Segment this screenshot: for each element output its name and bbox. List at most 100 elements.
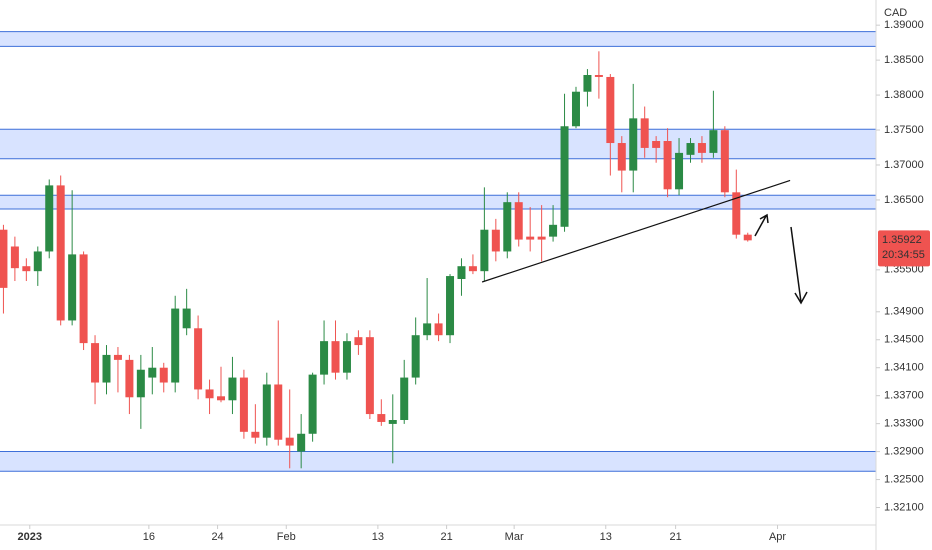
candle-body	[526, 236, 535, 240]
candle-body	[194, 328, 203, 390]
candle-body	[686, 143, 695, 155]
x-tick-label: 24	[211, 531, 223, 543]
candle-body	[320, 341, 329, 375]
y-tick-label: 1.34100	[884, 362, 924, 374]
x-tick-label: Apr	[769, 531, 786, 543]
zone	[0, 129, 876, 159]
candle-body	[297, 433, 306, 452]
y-tick-label: 1.38500	[884, 54, 924, 66]
x-tick-label: Feb	[277, 531, 296, 543]
y-tick-label: 1.35500	[884, 264, 924, 276]
candle-body	[640, 118, 649, 148]
candle-body	[79, 254, 88, 344]
y-tick-label: 1.39000	[884, 19, 924, 31]
y-tick-label: 1.37000	[884, 159, 924, 171]
candle-body	[342, 341, 351, 373]
candle-body	[331, 341, 340, 373]
currency: CAD	[884, 7, 907, 19]
candle-body	[217, 396, 226, 401]
candle-body	[743, 234, 752, 241]
candle-body	[720, 130, 729, 193]
candle-body	[709, 130, 718, 153]
candle-body	[423, 323, 432, 336]
candle-body	[594, 75, 603, 77]
candle-body	[239, 377, 248, 432]
zone	[0, 195, 876, 210]
candle-body	[457, 266, 466, 279]
candle-body	[503, 202, 512, 252]
candle-body	[377, 414, 386, 422]
plot-area	[0, 31, 876, 472]
candle-body	[560, 126, 569, 227]
last-price: 1.35922	[882, 234, 922, 246]
candle-body	[45, 185, 54, 252]
y-tick-label: 1.34900	[884, 306, 924, 318]
y-tick-label: 1.38000	[884, 89, 924, 101]
x-tick-label: 13	[600, 531, 612, 543]
y-tick-label: 1.32100	[884, 501, 924, 513]
y-tick-label: 1.33300	[884, 418, 924, 430]
candle-body	[91, 343, 100, 383]
x-tick-label: Mar	[505, 531, 524, 543]
candle-body	[0, 229, 8, 288]
candle-body	[33, 251, 42, 272]
zone	[0, 31, 876, 47]
candle-body	[732, 192, 741, 235]
candle-body	[251, 431, 260, 438]
candle-body	[514, 202, 523, 240]
y-tick-label: 1.32500	[884, 473, 924, 485]
y-tick-label: 1.37500	[884, 124, 924, 136]
y-tick-label: 1.32900	[884, 446, 924, 458]
x-tick-label: 2023	[18, 531, 42, 543]
zone	[0, 451, 876, 472]
candle-body	[663, 141, 672, 190]
x-tick-label: 16	[143, 531, 155, 543]
candle-body	[182, 308, 191, 329]
candle-body	[308, 374, 317, 434]
candle-body	[113, 354, 122, 360]
x-tick-label: 21	[669, 531, 681, 543]
candle-body	[629, 118, 638, 171]
candle-body	[617, 143, 626, 171]
candle-body	[434, 323, 443, 336]
candle-body	[652, 141, 661, 148]
price-label-box	[878, 230, 930, 267]
candle-body	[675, 152, 684, 190]
x-tick-label: 13	[372, 531, 384, 543]
arrow-down	[790, 226, 808, 305]
candle-body	[537, 236, 546, 240]
arrow-up	[754, 213, 769, 237]
candle-body	[468, 266, 477, 272]
candle-body	[365, 337, 374, 415]
candle-body	[205, 389, 214, 399]
y-tick-label: 1.33700	[884, 390, 924, 402]
candle-body	[136, 369, 145, 398]
candle-body	[400, 377, 409, 420]
candle-body	[10, 246, 19, 269]
candle-body	[446, 276, 455, 336]
y-tick-label: 1.36500	[884, 194, 924, 206]
candle-body	[159, 367, 168, 383]
candle-body	[549, 224, 558, 237]
x-tick-label: 21	[440, 531, 452, 543]
candle-body	[228, 377, 237, 401]
candle-body	[171, 308, 180, 383]
trendline	[481, 179, 791, 283]
candle-body	[354, 337, 363, 346]
candle-body	[68, 254, 77, 321]
candle-body	[606, 76, 615, 144]
y-tick-label: 1.34500	[884, 334, 924, 346]
countdown: 20:34:55	[882, 249, 925, 261]
candle-body	[411, 335, 420, 378]
candle-body	[285, 437, 294, 446]
candle-body	[697, 143, 706, 153]
candle-body	[571, 91, 580, 127]
candle-body	[102, 354, 111, 383]
candle-body	[262, 384, 271, 438]
candle-body	[274, 384, 283, 440]
candle-body	[480, 229, 489, 272]
candle-body	[583, 75, 592, 92]
candle-body	[125, 359, 134, 398]
